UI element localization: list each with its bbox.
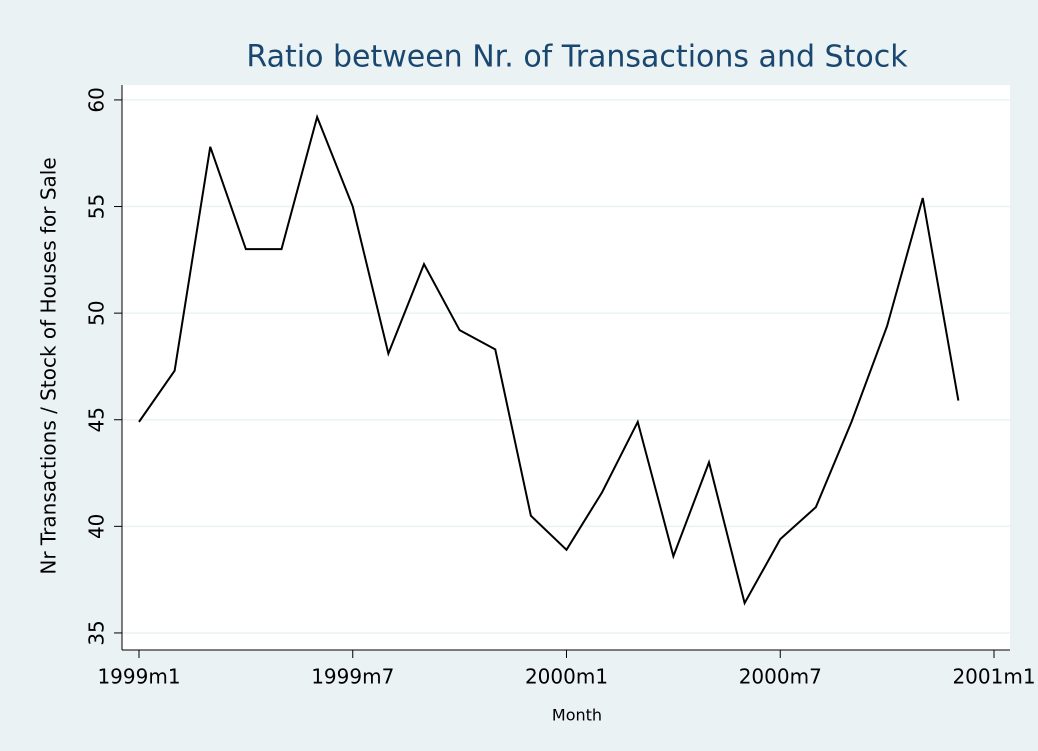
y-tick-label: 55 [85, 194, 109, 219]
line-series [138, 113, 960, 606]
y-tick-label: 45 [85, 407, 109, 432]
y-tick-label: 60 [85, 87, 109, 112]
x-tick-label: 2000m1 [525, 665, 608, 689]
y-tick-label: 35 [85, 620, 109, 645]
x-tick-label: 2000m7 [739, 665, 822, 689]
x-tick-label: 1999m7 [311, 665, 394, 689]
plot-area [122, 85, 1010, 650]
y-tick-label: 40 [85, 514, 109, 539]
y-tick-label: 50 [85, 300, 109, 325]
x-tick-label: 2001m1 [952, 665, 1035, 689]
x-axis-label: Month [552, 706, 602, 725]
y-axis-label: Nr Transactions / Stock of Houses for Sa… [37, 157, 61, 574]
x-tick-label: 1999m1 [97, 665, 180, 689]
chart-title: Ratio between Nr. of Transactions and St… [246, 40, 908, 75]
